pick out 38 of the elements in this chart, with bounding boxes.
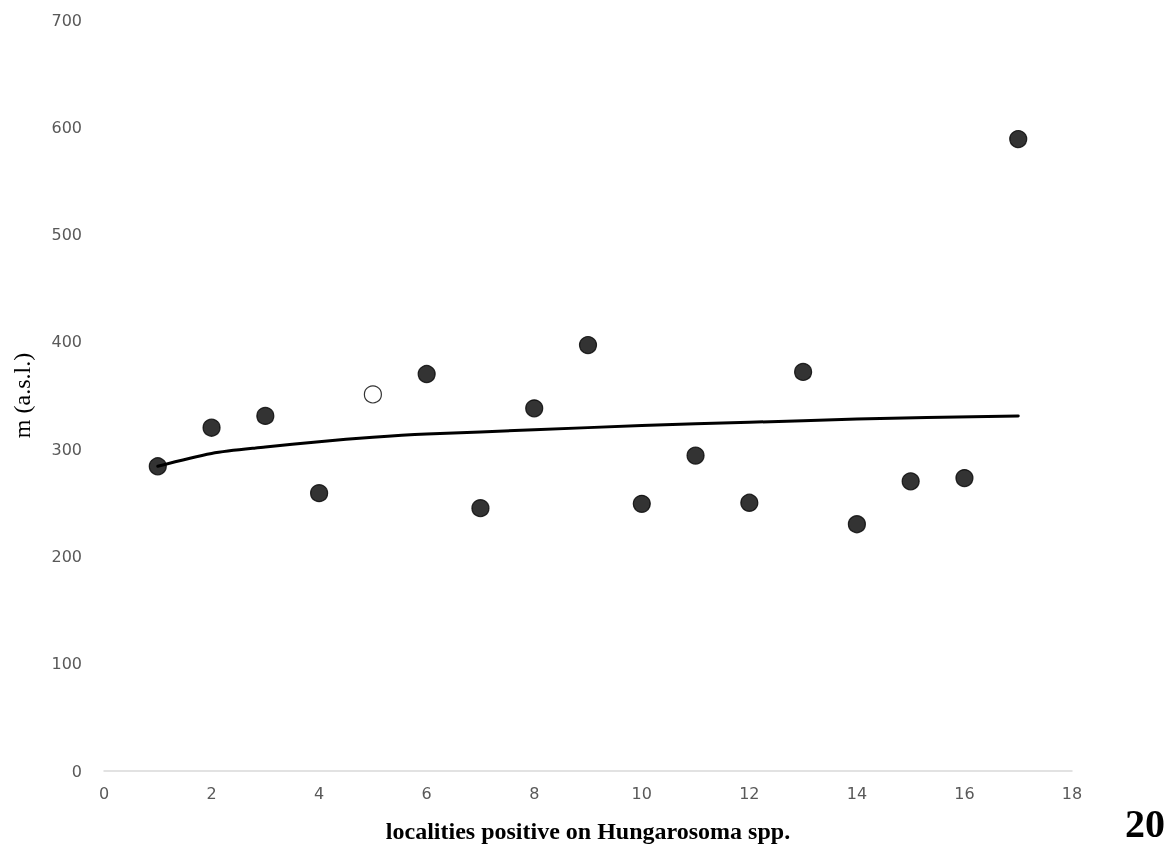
point [578,335,598,355]
point [847,515,866,534]
x-tick-label: 6 [421,783,432,803]
x-tick-label: 12 [739,783,760,803]
point [1009,129,1028,149]
y-tick-label: 700 [51,10,82,30]
y-tick-label: 100 [51,654,82,674]
point [632,494,651,513]
y-tick-label: 400 [51,332,82,352]
y-tick-label: 600 [51,117,82,137]
x-tick-label: 18 [1061,783,1083,803]
point [740,493,759,512]
point [256,406,275,425]
point [794,362,813,381]
x-axis-title: localities positive on Hungarosoma spp. [385,818,791,844]
point [310,484,329,503]
point [363,385,382,404]
y-tick-label: 0 [71,761,82,781]
x-tick-label: 10 [631,783,652,803]
y-axis-title: m (a.s.l.) [9,352,35,439]
point [525,399,544,418]
point [148,457,167,476]
point [686,446,705,465]
x-tick-label: 16 [954,783,975,803]
point [955,469,974,488]
point [417,364,436,384]
y-tick-label: 300 [51,439,82,459]
y-tick-label: 500 [51,225,82,245]
x-tick-label: 14 [846,783,868,803]
text: 20 [1125,800,1165,847]
x-tick-label: 8 [529,783,540,803]
x-tick-label: 4 [314,783,325,803]
point [202,418,221,437]
point [901,472,920,491]
point [471,499,490,518]
y-tick-label: 200 [51,546,82,566]
x-tick-label: 0 [98,783,110,803]
x-tick-label: 2 [206,783,217,803]
